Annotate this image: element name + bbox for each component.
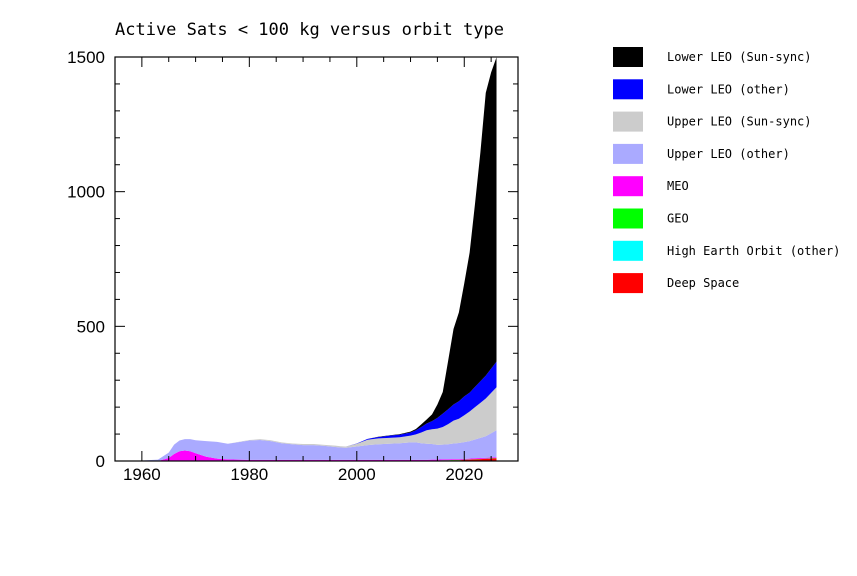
x-tick-label: 2020	[445, 465, 483, 484]
area-lower-leo-other	[125, 361, 497, 461]
axis-ticks: 1960 1980 2000 2020 0 500 1000 1500	[67, 48, 519, 484]
area-lower-leo-sun-sync	[125, 57, 497, 461]
area-upper-leo-other	[125, 430, 497, 461]
legend-swatch-deep-space	[613, 273, 643, 294]
area-meo	[125, 450, 497, 461]
chart-title: Active Sats < 100 kg versus orbit type	[115, 20, 504, 40]
y-tick-label: 1500	[67, 48, 105, 67]
legend-label-upper-leo-other: Upper LEO (other)	[667, 147, 790, 161]
legend-swatch-lower-leo-other	[613, 79, 643, 100]
legend-label-lower-leo-sun-sync: Lower LEO (Sun-sync)	[667, 50, 812, 64]
plot-frame	[114, 56, 519, 462]
legend-swatch-upper-leo-sun-sync	[613, 111, 643, 132]
legend: Lower LEO (Sun-sync) Lower LEO (other) Upp…	[613, 47, 840, 294]
area-upper-leo-sun-sync	[125, 387, 497, 461]
legend-swatch-lower-leo-sun-sync	[613, 47, 643, 67]
legend-label-meo: MEO	[667, 179, 689, 193]
legend-swatch-meo	[613, 176, 643, 197]
legend-label-deep-space: Deep Space	[667, 276, 739, 290]
area-series-group	[125, 57, 497, 461]
legend-swatch-geo	[613, 208, 643, 229]
x-tick-label: 1980	[230, 465, 268, 484]
legend-swatch-upper-leo-other	[613, 143, 643, 164]
legend-label-lower-leo-other: Lower LEO (other)	[667, 82, 790, 96]
y-tick-label: 500	[77, 317, 105, 336]
y-tick-label: 1000	[67, 183, 105, 202]
y-tick-label: 0	[96, 452, 105, 471]
legend-label-geo: GEO	[667, 212, 689, 226]
legend-label-high-earth-orbit-other: High Earth Orbit (other)	[667, 244, 840, 258]
legend-label-upper-leo-sun-sync: Upper LEO (Sun-sync)	[667, 115, 812, 129]
legend-swatch-high-earth-orbit-other	[613, 240, 643, 261]
x-tick-label: 2000	[338, 465, 376, 484]
x-tick-label: 1960	[123, 465, 161, 484]
